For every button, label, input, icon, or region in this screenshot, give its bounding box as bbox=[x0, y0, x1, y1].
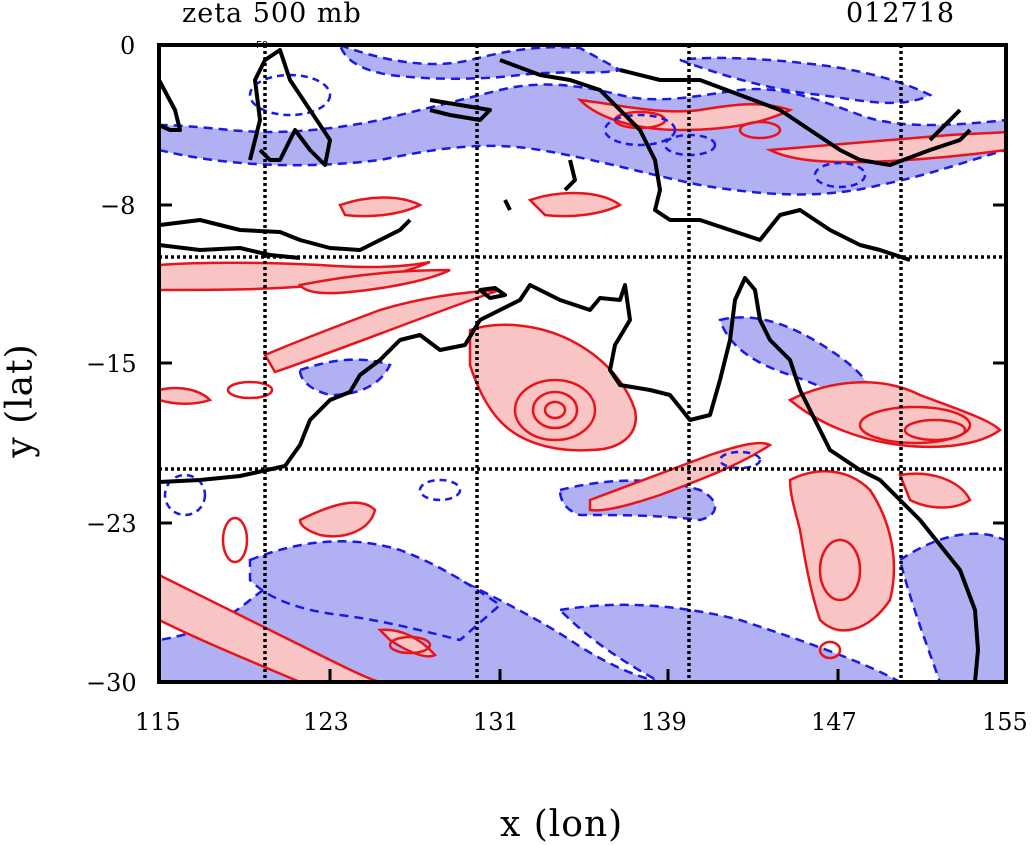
x-tick-labels: 115 123 131 139 147 155 bbox=[135, 708, 1028, 736]
coast-new-guinea-north bbox=[619, 68, 972, 167]
positive-region-south-mid bbox=[377, 628, 438, 658]
positive-vorticity-regions bbox=[159, 98, 1006, 682]
coast-australia bbox=[159, 276, 980, 682]
x-tick-label: 123 bbox=[303, 708, 349, 736]
positive-band-north-mid bbox=[297, 268, 451, 295]
negative-contour-rings bbox=[163, 73, 867, 517]
x-axis-label: x (lon) bbox=[500, 804, 624, 845]
x-tick-label: 147 bbox=[811, 708, 857, 736]
coast-timor bbox=[159, 218, 412, 252]
negative-region-southwest bbox=[248, 540, 503, 642]
coast-new-guinea bbox=[499, 58, 911, 262]
tick-marks bbox=[157, 43, 1008, 684]
x-tick-label: 139 bbox=[641, 708, 687, 736]
negative-band-top bbox=[338, 45, 624, 80]
x-tick-label: 131 bbox=[473, 708, 519, 736]
positive-cyclone bbox=[468, 323, 638, 452]
coast-island-east bbox=[928, 108, 962, 142]
y-tick-label: −15 bbox=[86, 350, 137, 378]
grid-lines bbox=[159, 45, 1006, 682]
positive-region-east-mid bbox=[787, 381, 1002, 449]
positive-region-east-small bbox=[898, 472, 972, 509]
y-tick-label: −8 bbox=[100, 192, 135, 220]
run-id-label: 012718 bbox=[846, 0, 956, 29]
coast-melville bbox=[478, 286, 507, 300]
plot-title: zeta 500 mb bbox=[182, 0, 362, 29]
positive-region-north bbox=[338, 196, 423, 218]
coast-borneo bbox=[159, 79, 182, 132]
positive-region-west-mid bbox=[298, 501, 377, 538]
x-tick-label: 115 bbox=[135, 708, 181, 736]
x-tick-label: 155 bbox=[982, 708, 1028, 736]
positive-region-southeast bbox=[788, 470, 896, 632]
positive-region-north-mid bbox=[527, 191, 623, 218]
negative-blob-ne bbox=[679, 56, 933, 105]
positive-contour-rings bbox=[221, 110, 972, 660]
y-tick-label: 0 bbox=[120, 32, 135, 60]
map-field bbox=[159, 45, 1006, 682]
coast-flores bbox=[159, 243, 301, 260]
positive-region-mid-west bbox=[159, 386, 213, 405]
positive-region-southwest bbox=[159, 573, 381, 682]
coast-island-small bbox=[563, 159, 577, 192]
y-tick-label: −30 bbox=[86, 669, 137, 697]
positive-band-west bbox=[159, 260, 431, 292]
coastlines bbox=[159, 48, 980, 682]
coast-island-small-2 bbox=[503, 199, 512, 211]
negative-region-east bbox=[898, 532, 1006, 682]
coast-sulawesi bbox=[248, 48, 332, 167]
y-tick-label: −23 bbox=[86, 510, 137, 538]
negative-region-southeast bbox=[557, 603, 901, 682]
coast-seram bbox=[429, 98, 492, 122]
positive-band-top-right bbox=[765, 130, 1006, 164]
station-label: F0 bbox=[256, 40, 268, 51]
y-tick-labels: 0 −8 −15 −23 −30 bbox=[86, 32, 137, 697]
positive-band-central bbox=[588, 441, 773, 512]
